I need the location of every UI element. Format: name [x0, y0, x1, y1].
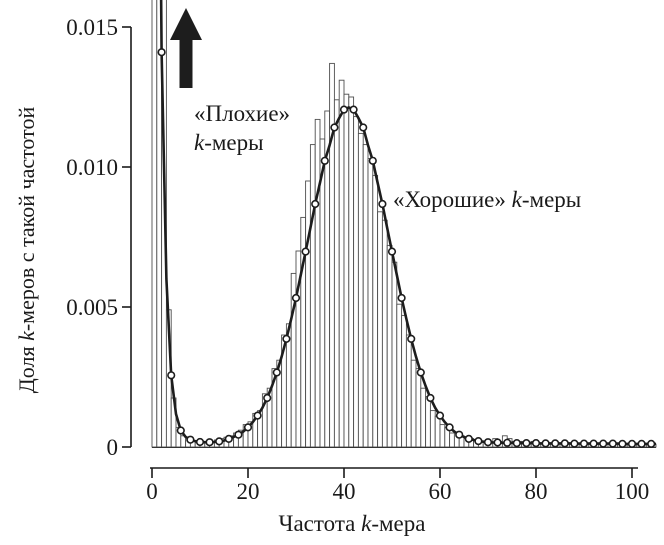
curve-marker	[387, 247, 397, 256]
x-tick-label: 60	[429, 479, 452, 504]
curve-marker	[368, 156, 377, 165]
curve-marker	[205, 438, 214, 447]
x-tick-label: 0	[146, 479, 158, 504]
bad-kmers-label-line1: «Плохие»	[194, 101, 290, 126]
histogram-bar	[333, 99, 340, 448]
histogram-bar	[405, 334, 412, 448]
curve-marker	[282, 334, 291, 344]
curve-marker	[186, 435, 195, 444]
curve-marker	[291, 293, 301, 303]
histogram-bar	[353, 116, 359, 448]
curve-marker	[359, 123, 368, 132]
x-tick-label: 20	[237, 479, 260, 504]
histogram-bar	[372, 174, 379, 448]
curve-marker	[195, 437, 205, 447]
bad-kmers-label-line2: k-меры	[194, 130, 264, 155]
curve-marker	[157, 48, 166, 57]
curve-marker	[407, 334, 416, 344]
histogram-bar	[305, 180, 311, 448]
curve-marker	[215, 437, 224, 446]
curve-marker	[627, 439, 637, 449]
curve-marker	[455, 430, 464, 439]
y-tick-label: 0.005	[66, 295, 118, 320]
histogram-bar	[391, 261, 398, 448]
curve-marker	[253, 411, 262, 420]
histogram-bar	[329, 62, 335, 448]
good-kmers-label: «Хорошие» k-меры	[393, 187, 581, 212]
histogram-bar	[357, 132, 364, 448]
curve-marker	[474, 437, 483, 446]
histogram-bar	[396, 303, 403, 448]
histogram-bar	[386, 244, 393, 448]
curve-marker	[349, 105, 358, 114]
curve-marker	[551, 439, 560, 448]
curve-marker	[531, 439, 541, 448]
curve-marker	[512, 439, 521, 448]
y-tick-label: 0.015	[66, 15, 118, 40]
x-axis-title: Частота k-мера	[279, 511, 426, 536]
y-tick-label: 0.010	[66, 155, 118, 180]
curve-marker	[397, 293, 406, 303]
curve-marker	[599, 439, 608, 448]
curve-marker	[435, 411, 445, 420]
histogram-bar	[381, 219, 388, 448]
curve-marker	[339, 105, 349, 114]
curve-marker	[579, 439, 589, 448]
curve-marker	[330, 123, 339, 132]
x-tick-label: 40	[333, 479, 356, 504]
up-arrow-icon	[170, 8, 202, 88]
curve-marker	[426, 393, 435, 403]
x-tick-label: 100	[615, 479, 650, 504]
curve-marker	[647, 439, 656, 449]
histogram-bar	[415, 368, 422, 448]
histogram-bar	[377, 211, 383, 448]
curve-marker	[320, 156, 329, 165]
curve-marker	[176, 426, 185, 435]
curve-marker	[378, 199, 387, 209]
histogram-bar	[362, 144, 369, 448]
histogram-bar	[434, 415, 441, 448]
histogram-bar	[449, 432, 455, 448]
curve-marker	[637, 439, 646, 449]
curve-marker	[560, 439, 569, 448]
curve-marker	[541, 439, 550, 448]
histogram-bar	[343, 93, 350, 448]
curve-marker	[608, 439, 617, 448]
histogram-bar	[314, 118, 321, 448]
curve-marker	[589, 439, 598, 448]
histogram-bar	[367, 158, 374, 448]
y-tick-label: 0	[107, 435, 119, 460]
curve-marker	[272, 368, 281, 377]
histogram-bar	[401, 314, 407, 448]
histogram-bar	[309, 144, 316, 448]
histogram-bar	[348, 96, 355, 448]
curve-marker	[234, 430, 243, 439]
curve-marker	[493, 438, 502, 447]
y-axis-title: Доля k-меров с такой частотой	[14, 107, 39, 394]
curve-marker	[301, 247, 310, 256]
curve-marker	[263, 393, 272, 403]
histogram-bar	[425, 396, 431, 448]
curve-marker	[503, 438, 512, 447]
curve-marker	[483, 438, 493, 447]
curve-marker	[416, 368, 425, 377]
histogram-bar	[429, 410, 436, 448]
histogram-bar	[338, 79, 345, 448]
histogram-bar	[410, 359, 417, 448]
curve-marker	[464, 434, 473, 444]
curve-marker	[522, 439, 531, 448]
curve-marker	[167, 371, 176, 380]
curve-marker	[445, 423, 454, 432]
curve-marker	[224, 434, 233, 444]
histogram-bar	[420, 387, 427, 448]
curve-marker	[570, 439, 579, 448]
curve-marker	[243, 423, 253, 432]
curve-marker	[618, 439, 627, 449]
x-tick-label: 80	[525, 479, 548, 504]
histogram-bar	[439, 424, 446, 448]
histogram-bar	[151, 0, 158, 448]
curve-marker	[311, 199, 320, 209]
